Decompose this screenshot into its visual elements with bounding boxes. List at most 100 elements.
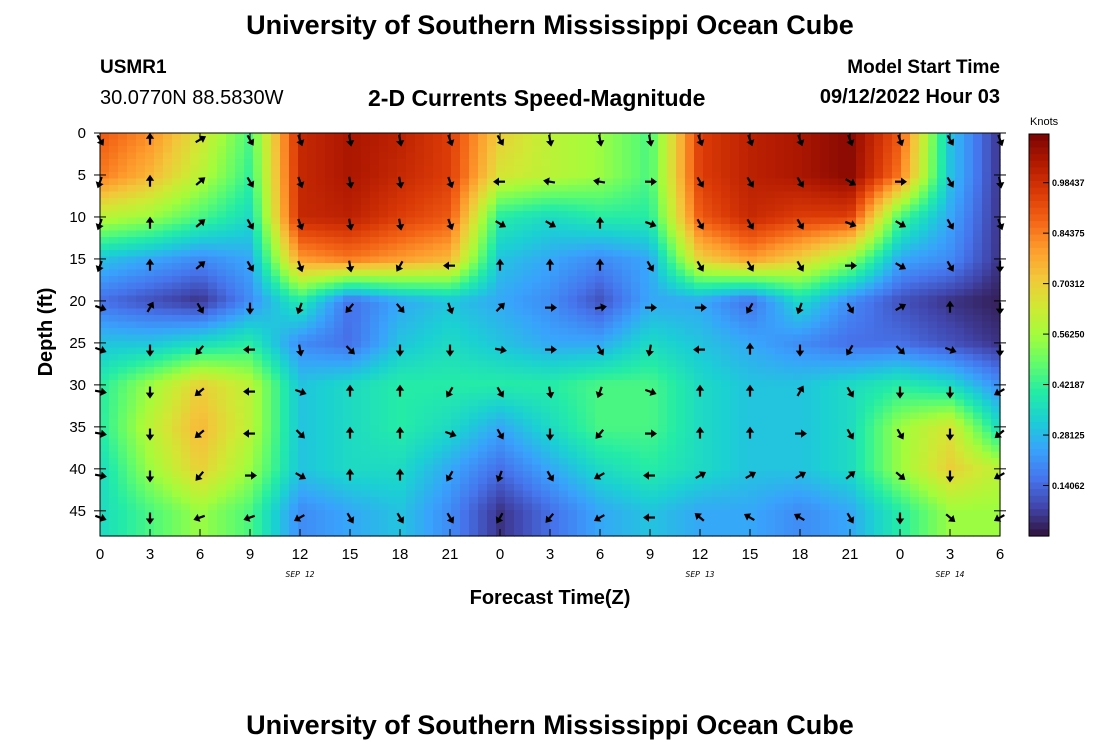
heatmap-cell: [631, 328, 641, 336]
heatmap-cell: [541, 295, 551, 303]
heatmap-cell: [811, 484, 821, 492]
heatmap-cell: [532, 211, 542, 219]
heatmap-cell: [532, 386, 542, 394]
heatmap-cell: [253, 503, 263, 511]
heatmap-cell: [523, 243, 533, 251]
heatmap-cell: [163, 484, 173, 492]
heatmap-cell: [712, 412, 722, 420]
heatmap-cell: [298, 380, 308, 388]
heatmap-cell: [298, 133, 308, 141]
heatmap-cell: [325, 243, 335, 251]
heatmap-cell: [649, 289, 659, 297]
heatmap-cell: [370, 393, 380, 401]
heatmap-cell: [379, 289, 389, 297]
heatmap-cell: [775, 445, 785, 453]
heatmap-cell: [262, 497, 272, 505]
heatmap-cell: [298, 282, 308, 290]
heatmap-cell: [415, 458, 425, 466]
heatmap-cell: [739, 152, 749, 160]
heatmap-cell: [415, 263, 425, 271]
heatmap-cell: [676, 510, 686, 518]
heatmap-cell: [748, 217, 758, 225]
heatmap-cell: [802, 178, 812, 186]
heatmap-cell: [298, 399, 308, 407]
heatmap-cell: [460, 263, 470, 271]
heatmap-cell: [541, 328, 551, 336]
heatmap-cell: [793, 243, 803, 251]
heatmap-cell: [442, 334, 452, 342]
heatmap-cell: [271, 464, 281, 472]
heatmap-cell: [325, 269, 335, 277]
heatmap-cell: [469, 276, 479, 284]
heatmap-cell: [379, 243, 389, 251]
heatmap-cell: [361, 256, 371, 264]
heatmap-cell: [226, 477, 236, 485]
heatmap-cell: [100, 406, 110, 414]
heatmap-cell: [532, 510, 542, 518]
heatmap-cell: [388, 282, 398, 290]
heatmap-cell: [181, 139, 191, 147]
heatmap-cell: [136, 380, 146, 388]
heatmap-cell: [784, 178, 794, 186]
heatmap-cell: [289, 484, 299, 492]
heatmap-cell: [307, 510, 317, 518]
heatmap-cell: [181, 269, 191, 277]
heatmap-cell: [289, 152, 299, 160]
heatmap-cell: [127, 373, 137, 381]
heatmap-cell: [676, 523, 686, 531]
heatmap-cell: [190, 302, 200, 310]
heatmap-cell: [199, 373, 209, 381]
heatmap-cell: [613, 217, 623, 225]
heatmap-cell: [784, 308, 794, 316]
heatmap-cell: [226, 204, 236, 212]
heatmap-cell: [289, 185, 299, 193]
heatmap-cell: [739, 451, 749, 459]
heatmap-cell: [118, 139, 128, 147]
heatmap-cell: [811, 529, 821, 537]
heatmap-cell: [811, 178, 821, 186]
heatmap-cell: [694, 250, 704, 258]
heatmap-cell: [451, 159, 461, 167]
heatmap-cell: [370, 295, 380, 303]
heatmap-cell: [811, 445, 821, 453]
heatmap-cell: [604, 276, 614, 284]
heatmap-cell: [469, 282, 479, 290]
heatmap-cell: [604, 321, 614, 329]
heatmap-cell: [667, 458, 677, 466]
heatmap-cell: [406, 139, 416, 147]
heatmap-cell: [217, 451, 227, 459]
heatmap-cell: [388, 529, 398, 537]
heatmap-cell: [388, 438, 398, 446]
heatmap-cell: [361, 477, 371, 485]
heatmap-cell: [739, 354, 749, 362]
heatmap-cell: [505, 451, 515, 459]
heatmap-cell: [244, 464, 254, 472]
heatmap-cell: [271, 458, 281, 466]
heatmap-cell: [721, 354, 731, 362]
heatmap-cell: [541, 529, 551, 537]
heatmap-cell: [541, 263, 551, 271]
heatmap-cell: [775, 250, 785, 258]
heatmap-cell: [370, 484, 380, 492]
heatmap-cell: [181, 393, 191, 401]
heatmap-cell: [775, 399, 785, 407]
heatmap-cell: [712, 438, 722, 446]
heatmap-cell: [451, 165, 461, 173]
heatmap-cell: [613, 425, 623, 433]
heatmap-cell: [631, 432, 641, 440]
heatmap-cell: [622, 276, 632, 284]
heatmap-cell: [595, 497, 605, 505]
heatmap-cell: [613, 315, 623, 323]
heatmap-cell: [505, 308, 515, 316]
heatmap-cell: [604, 295, 614, 303]
heatmap-cell: [127, 282, 137, 290]
heatmap-cell: [577, 354, 587, 362]
heatmap-cell: [568, 451, 578, 459]
heatmap-cell: [550, 276, 560, 284]
heatmap-cell: [667, 529, 677, 537]
heatmap-cell: [370, 256, 380, 264]
heatmap-cell: [217, 269, 227, 277]
heatmap-cell: [334, 406, 344, 414]
heatmap-cell: [649, 256, 659, 264]
heatmap-cell: [712, 321, 722, 329]
